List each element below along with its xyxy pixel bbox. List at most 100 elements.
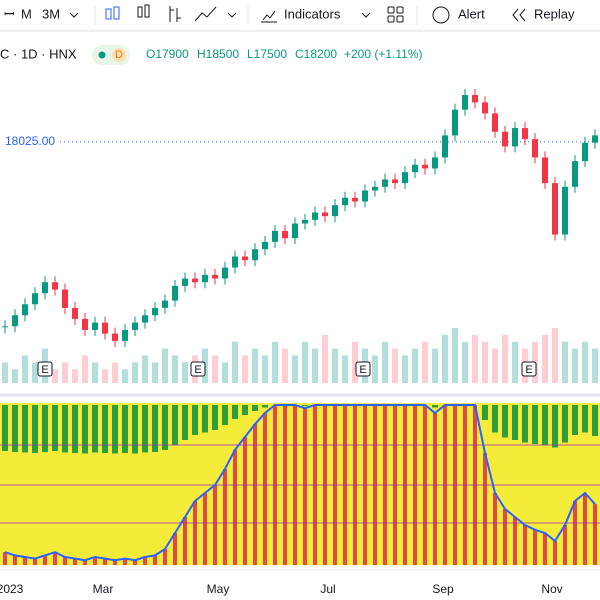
candle-body bbox=[112, 333, 118, 341]
candle-body bbox=[322, 212, 328, 217]
oscillator-green bbox=[202, 405, 208, 433]
candle-body bbox=[272, 230, 278, 242]
oscillator-green bbox=[582, 405, 588, 433]
interval-button[interactable]: 3M bbox=[42, 6, 60, 21]
volume-bar bbox=[232, 341, 238, 383]
candles-icon[interactable] bbox=[105, 6, 120, 20]
dropdown-icon[interactable] bbox=[361, 12, 371, 18]
candle-body bbox=[412, 164, 418, 173]
earnings-box bbox=[355, 361, 371, 377]
candle-body bbox=[152, 307, 158, 316]
volume-bar bbox=[122, 369, 128, 383]
candle-body bbox=[422, 164, 428, 169]
symbol: C · 1D · HNX bbox=[0, 46, 77, 61]
volume-bar bbox=[542, 334, 548, 383]
replay-button[interactable]: Replay bbox=[534, 6, 575, 21]
alert-icon[interactable] bbox=[432, 6, 450, 24]
oscillator-bar bbox=[153, 555, 157, 565]
candle-body bbox=[392, 179, 398, 184]
oscillator-bar bbox=[163, 549, 167, 565]
candle-body bbox=[142, 315, 148, 323]
alert-button[interactable]: Alert bbox=[458, 6, 485, 21]
candle-body bbox=[582, 142, 588, 162]
candle-body bbox=[242, 256, 248, 261]
oscillator-bar bbox=[133, 560, 137, 565]
time-label: Sep bbox=[432, 582, 454, 596]
low: L17500 bbox=[247, 47, 287, 61]
oscillator-bar bbox=[33, 558, 37, 565]
candle-body bbox=[222, 267, 228, 279]
candle-body bbox=[512, 128, 518, 147]
oscillator-green bbox=[492, 405, 498, 433]
oscillator-green bbox=[92, 405, 98, 453]
oscillator-bar bbox=[123, 558, 127, 565]
oscillator-green bbox=[552, 405, 558, 448]
candle-body bbox=[62, 289, 68, 308]
volume-bar bbox=[82, 355, 88, 383]
badge: D bbox=[115, 49, 123, 61]
ohlc-icon[interactable] bbox=[169, 6, 181, 22]
badge-bg bbox=[112, 48, 126, 62]
oscillator-bar bbox=[143, 557, 147, 565]
oscillator-green bbox=[592, 405, 598, 436]
change: +200 (+1.11%) bbox=[344, 47, 423, 61]
replay-icon[interactable] bbox=[512, 8, 526, 22]
status-dot bbox=[98, 51, 106, 59]
oscillator-green bbox=[32, 405, 38, 453]
candle-body bbox=[342, 197, 348, 206]
candle-body bbox=[432, 157, 438, 169]
time-label: Mar bbox=[93, 582, 114, 596]
oscillator-green bbox=[182, 405, 188, 440]
layouts-icon[interactable] bbox=[387, 6, 404, 23]
volume-bar bbox=[562, 341, 568, 383]
interval-button[interactable]: M bbox=[21, 6, 32, 21]
oscillator-green bbox=[522, 405, 528, 443]
toolbar bbox=[0, 0, 600, 31]
line-icon[interactable] bbox=[194, 6, 217, 22]
candle-body bbox=[52, 282, 58, 290]
interval-button[interactable]: ꟷ bbox=[4, 6, 15, 21]
earnings-box bbox=[37, 361, 53, 377]
volume-bar bbox=[92, 362, 98, 383]
oscillator-bar bbox=[223, 469, 227, 565]
volume-bar bbox=[162, 348, 168, 383]
earnings-box bbox=[190, 361, 206, 377]
candle-body bbox=[202, 274, 208, 283]
indicators-button[interactable]: Indicators bbox=[284, 6, 341, 21]
candle-body bbox=[472, 95, 478, 103]
candle-body bbox=[332, 205, 338, 217]
oscillator-bar bbox=[583, 493, 587, 565]
oscillator-bar bbox=[13, 555, 17, 565]
candle-body bbox=[352, 197, 358, 202]
volume-bar bbox=[12, 369, 18, 383]
candle-body bbox=[562, 186, 568, 235]
oscillator-bar bbox=[83, 560, 87, 565]
oscillator-green bbox=[572, 405, 578, 435]
oscillator-green bbox=[532, 405, 538, 444]
close: C18200 bbox=[295, 47, 337, 61]
volume-bar bbox=[112, 362, 118, 383]
bars-icon[interactable] bbox=[137, 4, 150, 18]
volume-bar bbox=[382, 341, 388, 383]
volume-bar bbox=[152, 362, 158, 383]
oscillator-green bbox=[62, 405, 68, 453]
oscillator-bar bbox=[483, 453, 487, 565]
oscillator-bar bbox=[193, 501, 197, 565]
oscillator-bar bbox=[23, 557, 27, 565]
candle-body bbox=[32, 293, 38, 305]
open: O17900 bbox=[146, 47, 189, 61]
dropdown-icon[interactable] bbox=[227, 12, 237, 18]
dropdown-icon[interactable] bbox=[69, 12, 79, 18]
candle-body bbox=[42, 282, 48, 294]
oscillator-green bbox=[542, 405, 548, 445]
candle-body bbox=[502, 131, 508, 147]
oscillator-bar bbox=[53, 552, 57, 565]
oscillator-green bbox=[52, 405, 58, 451]
volume-bar bbox=[302, 341, 308, 383]
volume-bar bbox=[172, 355, 178, 383]
indicators-icon[interactable] bbox=[261, 10, 277, 23]
volume-bar bbox=[32, 362, 38, 383]
candle-body bbox=[172, 285, 178, 301]
oscillator-bar bbox=[533, 529, 537, 565]
candle-body bbox=[102, 322, 108, 334]
